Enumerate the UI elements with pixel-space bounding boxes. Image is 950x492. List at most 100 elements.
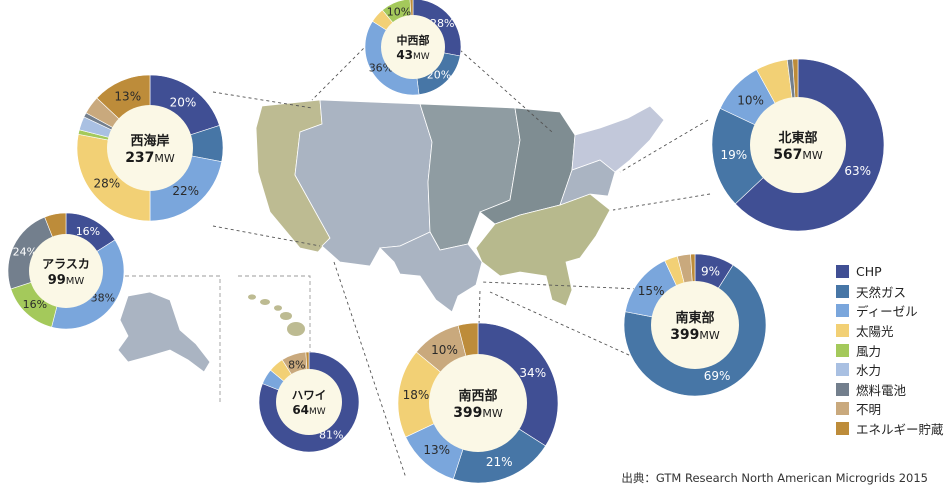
legend-swatch	[836, 422, 849, 436]
legend-item-fuel-cell: 燃料電池	[836, 380, 948, 400]
slice-label: 63%	[844, 164, 871, 178]
region-name: ハワイ	[292, 388, 327, 402]
slice-label: 38%	[91, 292, 115, 305]
capacity-value: 567	[773, 147, 802, 163]
region-name: 南西部	[458, 388, 497, 404]
slice-label: 8%	[288, 358, 305, 371]
legend-label: 天然ガス	[856, 284, 907, 300]
slice-label: 21%	[486, 455, 513, 469]
region-capacity: 399MW	[670, 327, 720, 343]
slice-label: 9%	[701, 265, 720, 279]
legend-swatch	[836, 363, 849, 377]
capacity-unit: MW	[413, 52, 430, 62]
map-region-hawaii	[248, 294, 305, 336]
legend-item-natural-gas: 天然ガス	[836, 282, 948, 302]
slice-label: 69%	[704, 369, 731, 383]
donut-charts: 20%22%28%13%西海岸237MW28%20%36%10%中西部43MW6…	[7, 0, 885, 484]
donut-center	[429, 354, 527, 452]
legend-item-unknown: 不明	[836, 399, 948, 419]
slice-label: 24%	[13, 246, 37, 259]
region-name: 西海岸	[130, 133, 169, 149]
legend-item-diesel: ディーゼル	[836, 301, 948, 321]
slice-label: 13%	[114, 90, 141, 104]
region-name: 南東部	[675, 310, 714, 326]
donut-center	[651, 281, 739, 369]
capacity-value: 399	[453, 405, 482, 421]
slice-label: 16%	[76, 225, 100, 238]
slice-label: 10%	[737, 94, 764, 108]
legend-swatch	[836, 324, 849, 338]
legend-label: ディーゼル	[856, 304, 918, 320]
legend-item-hydro: 水力	[836, 360, 948, 380]
donut-center	[276, 369, 342, 435]
capacity-unit: MW	[699, 329, 719, 342]
legend-swatch	[836, 284, 849, 298]
map-region-southeast	[475, 193, 611, 307]
legend-swatch	[836, 382, 849, 396]
map-region-alaska	[117, 291, 211, 373]
legend-label: 風力	[856, 343, 882, 359]
slice-label: 13%	[423, 443, 450, 457]
capacity-unit: MW	[482, 407, 502, 420]
region-capacity: 99MW	[48, 273, 85, 288]
donut-alaska: 16% 38% 16% 24% アラスカ 99MW	[7, 212, 125, 330]
region-name: アラスカ	[42, 257, 90, 271]
region-name: 北東部	[778, 130, 817, 146]
legend-swatch	[836, 265, 849, 279]
legend-label: 水力	[856, 363, 882, 379]
legend-item-chp: CHP	[836, 262, 948, 282]
capacity-unit: MW	[66, 276, 85, 287]
legend-item-solar: 太陽光	[836, 321, 948, 341]
capacity-value: 237	[125, 150, 154, 166]
region-capacity: 237MW	[125, 150, 175, 166]
legend-swatch	[836, 304, 849, 318]
slice-label: 10%	[431, 343, 458, 357]
slice-label: 16%	[23, 298, 47, 311]
slice-label: 20%	[170, 96, 197, 110]
legend-label: 不明	[856, 402, 882, 418]
us-map	[117, 99, 665, 373]
capacity-value: 99	[48, 273, 66, 288]
slice-label: 28%	[94, 177, 121, 191]
slice-label: 34%	[519, 366, 546, 380]
region-capacity: 64MW	[292, 403, 325, 417]
region-capacity: 399MW	[453, 405, 503, 421]
donut-center	[381, 15, 445, 79]
legend-label: 太陽光	[856, 324, 894, 340]
slice-label: 81%	[319, 429, 343, 442]
slice-label: 10%	[387, 6, 411, 19]
region-capacity: 567MW	[773, 147, 823, 163]
legend-item-wind: 風力	[836, 340, 948, 360]
capacity-unit: MW	[309, 407, 326, 417]
capacity-unit: MW	[154, 152, 174, 165]
legend: CHP 天然ガスディーゼル太陽光風力水力燃料電池不明エネルギー貯蔵	[836, 262, 948, 438]
region-name: 中西部	[397, 33, 430, 47]
leader-lines	[212, 39, 711, 479]
legend-label: エネルギー貯蔵	[856, 422, 944, 438]
map-region-texas	[379, 231, 483, 313]
donut-center	[29, 234, 103, 308]
legend-swatch	[836, 402, 849, 416]
map-region-northeast	[571, 105, 665, 173]
region-capacity: 43MW	[396, 48, 429, 62]
capacity-value: 64	[292, 403, 309, 417]
capacity-value: 43	[396, 48, 413, 62]
slice-label: 22%	[172, 184, 199, 198]
legend-item-storage: エネルギー貯蔵	[836, 419, 948, 439]
slice-label: 19%	[720, 148, 747, 162]
legend-label: 燃料電池	[856, 382, 907, 398]
slice-label: 18%	[403, 388, 430, 402]
capacity-unit: MW	[802, 149, 822, 162]
legend-swatch	[836, 343, 849, 357]
capacity-value: 399	[670, 327, 699, 343]
slice-label: 15%	[638, 284, 665, 298]
donut-center	[750, 97, 846, 193]
legend-label: CHP	[856, 264, 882, 280]
inset-frames	[125, 275, 311, 404]
